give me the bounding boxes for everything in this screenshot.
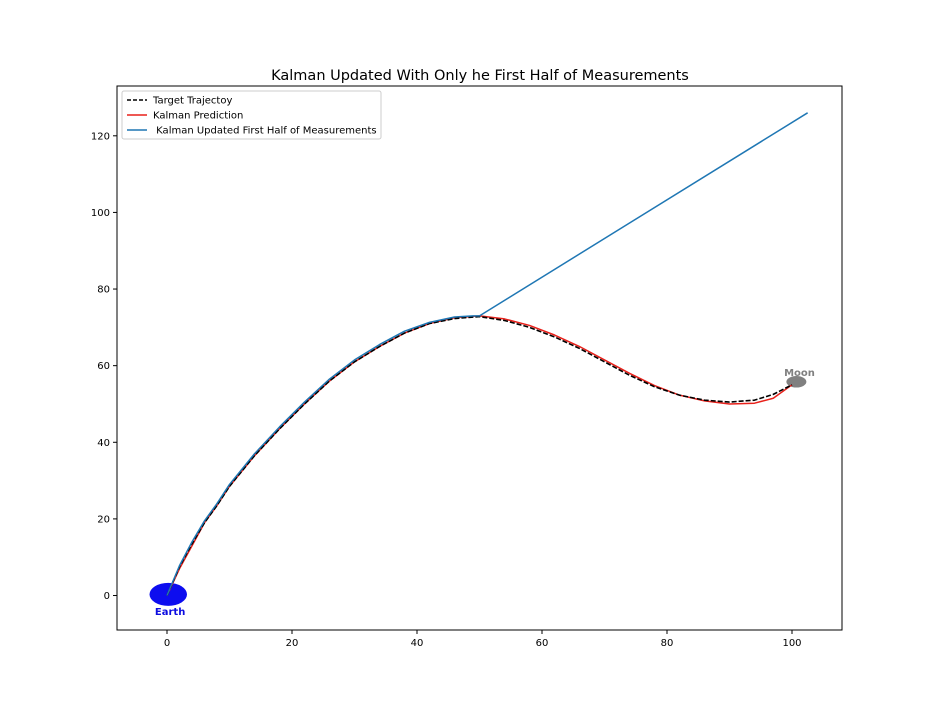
legend-label-1: Kalman Prediction xyxy=(153,111,243,122)
x-tick-label: 80 xyxy=(661,638,674,649)
legend-label-2: Kalman Updated First Half of Measurement… xyxy=(153,126,377,137)
x-axis: 0 20 40 60 80 100 xyxy=(164,630,802,649)
x-tick-label: 40 xyxy=(411,638,424,649)
plot-frame xyxy=(116,85,843,631)
y-tick-label: 60 xyxy=(97,361,110,372)
y-tick-label: 20 xyxy=(97,514,110,525)
y-axis: 0 20 40 60 80 100 120 xyxy=(91,131,117,602)
plot-area: Earth Moon xyxy=(149,112,815,618)
series-line-0 xyxy=(166,315,793,596)
y-tick-label: 100 xyxy=(91,208,110,219)
y-tick-label: 40 xyxy=(97,438,110,449)
y-tick-label: 80 xyxy=(97,285,110,296)
x-tick-label: 0 xyxy=(164,638,170,649)
series-line-1 xyxy=(166,315,793,596)
x-tick-label: 100 xyxy=(782,638,801,649)
moon-label: Moon xyxy=(784,368,815,379)
legend-box xyxy=(121,90,382,140)
y-tick-label: 0 xyxy=(104,591,110,602)
x-tick-label: 60 xyxy=(536,638,549,649)
earth-label: Earth xyxy=(155,607,185,618)
legend: Target Trajectoy Kalman Prediction Kalman… xyxy=(121,90,382,140)
x-tick-label: 20 xyxy=(286,638,299,649)
series-line-2 xyxy=(166,112,809,596)
y-tick-label: 120 xyxy=(91,131,110,142)
legend-label-0: Target Trajectoy xyxy=(152,96,232,107)
chart-title: Kalman Updated With Only he First Half o… xyxy=(271,68,689,84)
